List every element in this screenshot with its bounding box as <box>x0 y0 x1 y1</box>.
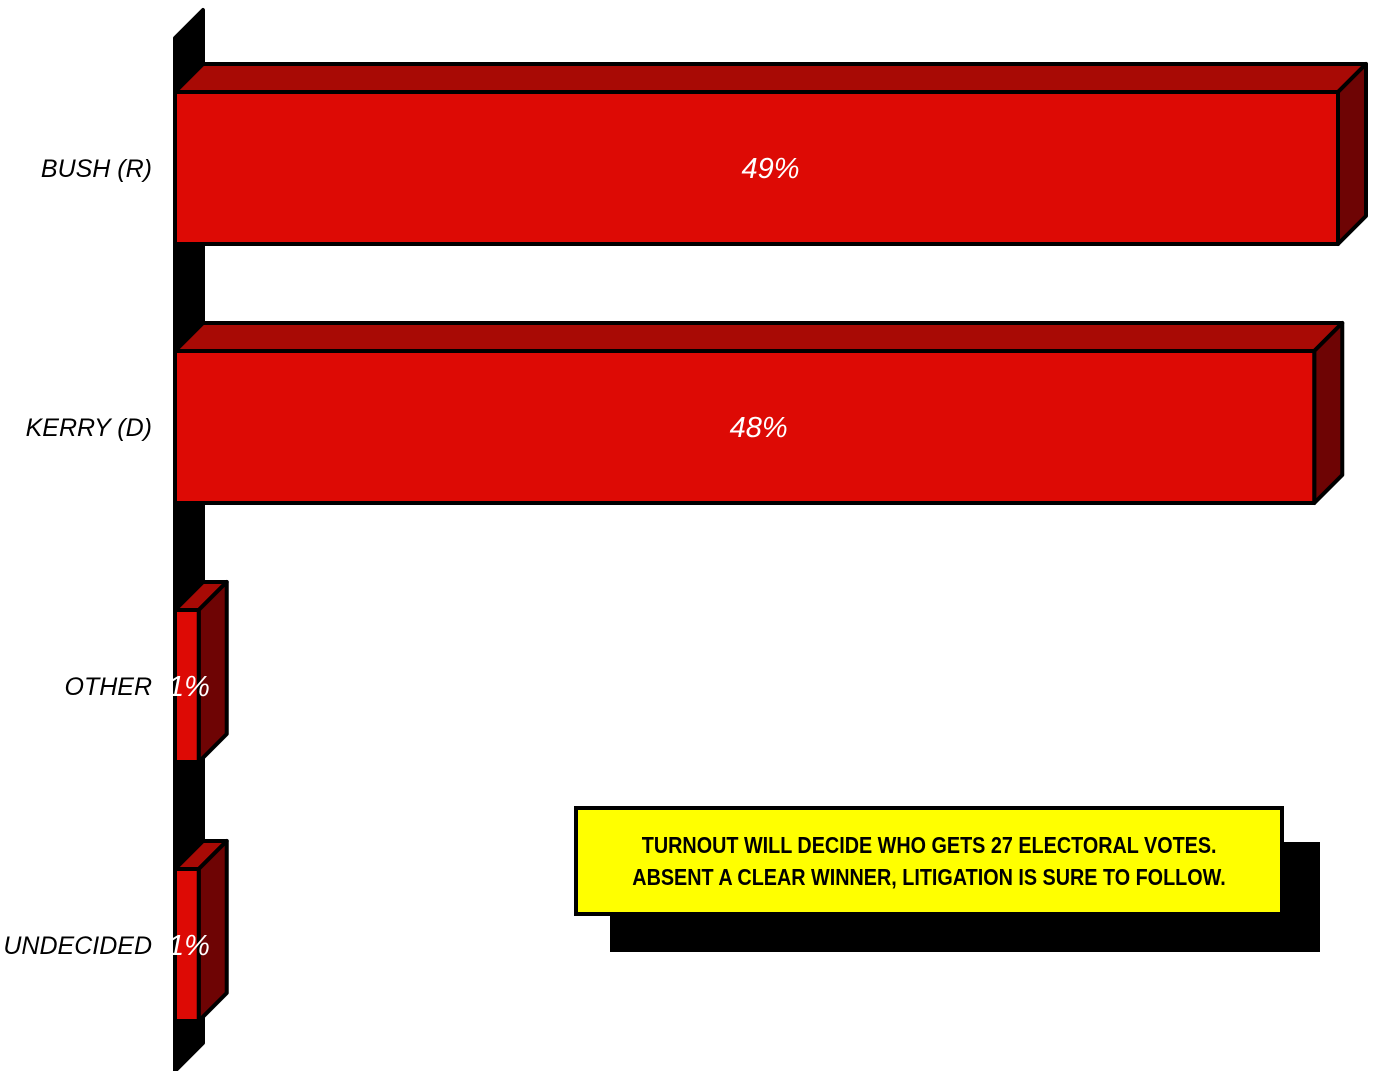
bar-0 <box>173 62 1368 246</box>
bar-3 <box>173 839 229 1023</box>
annotation-box: TURNOUT WILL DECIDE WHO GETS 27 ELECTORA… <box>574 806 1284 916</box>
bar-front-face <box>173 608 201 764</box>
category-label: UNDECIDED <box>3 932 152 960</box>
bar-side-face <box>1312 321 1345 505</box>
value-label: 48% <box>730 412 788 444</box>
bar-2 <box>173 580 229 764</box>
category-label: KERRY (D) <box>26 414 152 442</box>
value-label: 1% <box>168 671 210 703</box>
annotation-line-2: ABSENT A CLEAR WINNER, LITIGATION IS SUR… <box>632 864 1226 890</box>
category-label: BUSH (R) <box>41 155 152 183</box>
annotation-line-1: TURNOUT WILL DECIDE WHO GETS 27 ELECTORA… <box>641 832 1217 858</box>
value-label: 49% <box>741 153 799 185</box>
bar-top-face <box>173 321 1345 353</box>
category-label: OTHER <box>65 673 153 701</box>
bar-front-face <box>173 90 1340 246</box>
bar-top-face <box>173 62 1368 94</box>
bar-front-face <box>173 349 1317 505</box>
bar-front-face <box>173 867 201 1023</box>
value-label: 1% <box>168 930 210 962</box>
bar-side-face <box>1336 62 1368 246</box>
bar-1 <box>173 321 1345 505</box>
